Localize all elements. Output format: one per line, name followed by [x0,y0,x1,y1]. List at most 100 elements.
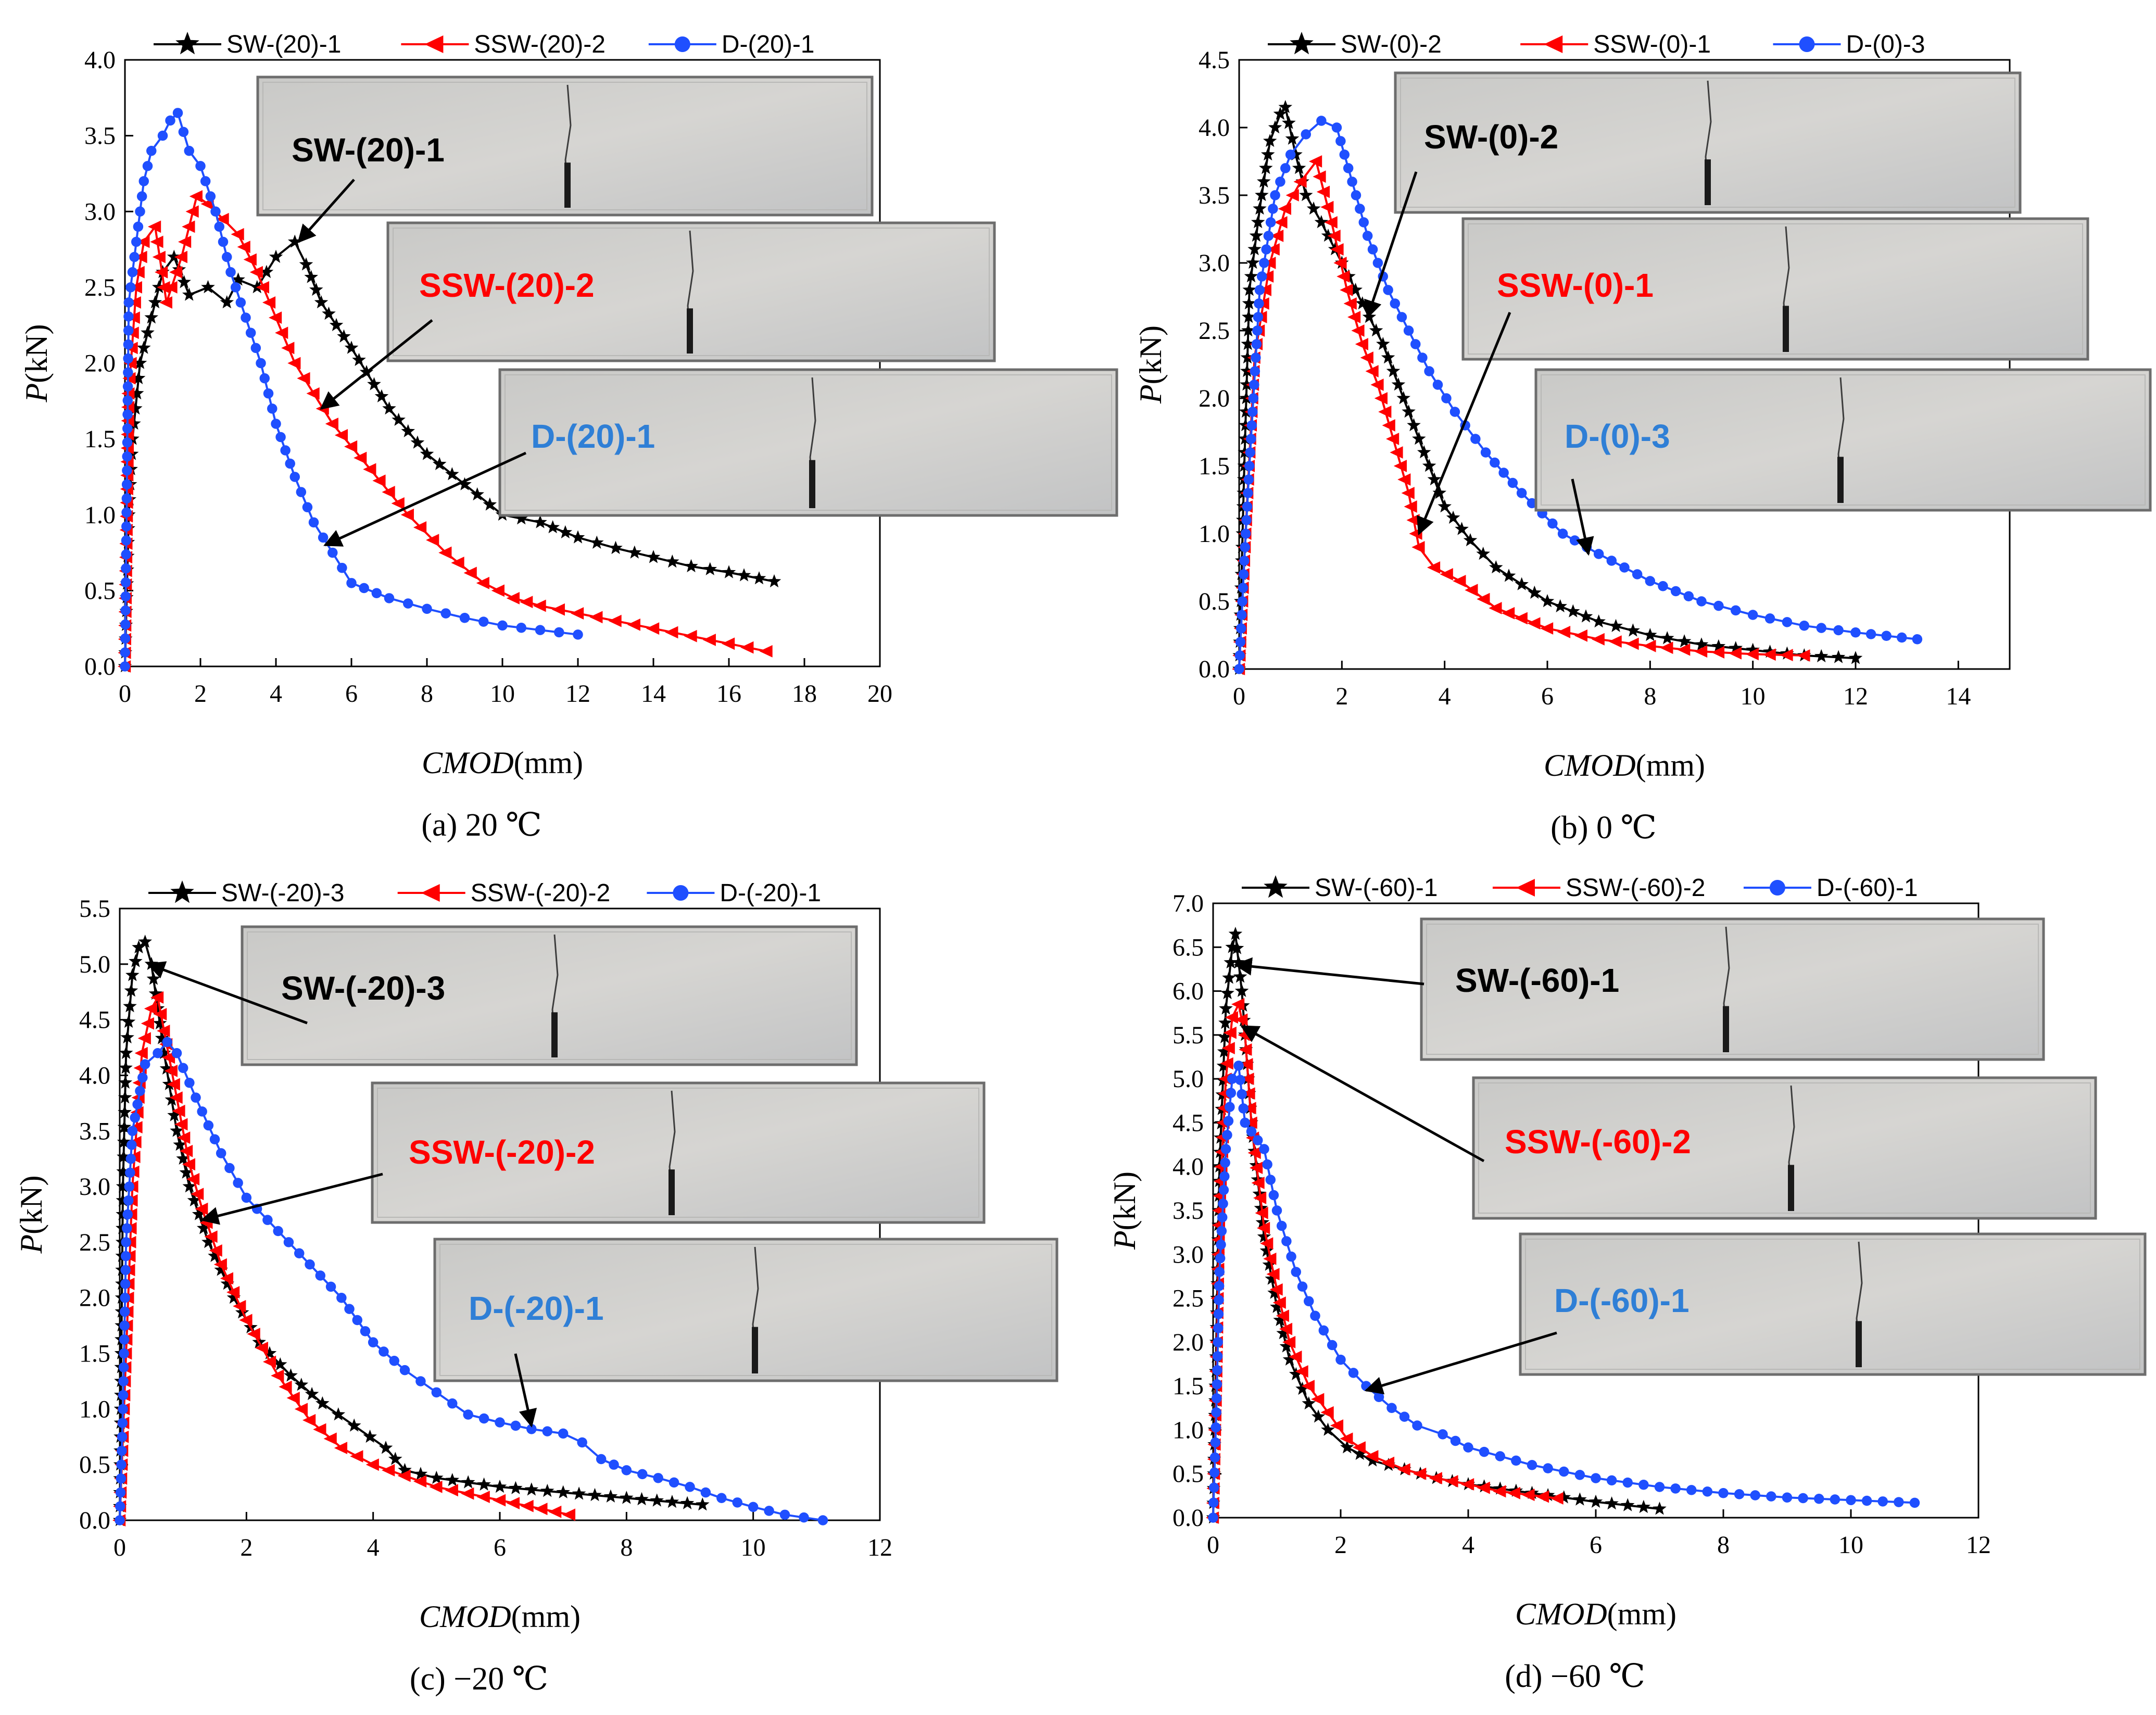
plot-frame [1238,59,2011,670]
data-point [1470,434,1481,444]
data-point [118,1090,132,1104]
legend-marker [1769,880,1785,896]
data-point [403,598,413,609]
y-tick-label: 2.5 [1199,317,1230,345]
data-point [1282,1352,1297,1366]
legend-entry: D-(0)-3 [1773,31,1925,58]
data-point [477,1477,491,1491]
y-tick-label: 6.0 [1172,978,1204,1005]
y-tick-label: 2.0 [1172,1329,1204,1356]
data-point [220,1272,234,1285]
data-point [1327,230,1341,242]
data-point [1422,459,1436,472]
data-point [286,1392,300,1404]
data-point [1396,312,1407,322]
data-point [1543,1463,1553,1473]
specimen-label: D-(-20)-1 [469,1290,604,1327]
data-point [1453,575,1466,587]
data-point [1297,1281,1308,1292]
data-point [235,297,246,308]
data-point [483,497,497,511]
data-point [1625,637,1639,650]
data-point [1212,1379,1222,1390]
data-point [121,521,132,532]
y-tick-label: 3.0 [84,198,116,225]
data-point [186,1172,200,1186]
y-tick-label: 0.5 [84,577,116,604]
data-point [121,549,131,560]
x-tick-label: 16 [716,680,741,708]
data-point [1248,393,1259,403]
data-point [1216,1239,1226,1250]
data-point [1360,351,1373,364]
y-tick-label: 0.0 [79,1507,110,1534]
data-point [141,325,155,339]
data-point [1696,596,1707,607]
data-point [1498,468,1509,478]
data-point [1237,596,1247,607]
data-point [371,588,382,598]
data-point [250,280,264,294]
data-point [331,1407,346,1421]
data-point [305,1386,319,1401]
data-point [1276,1220,1287,1231]
data-point [684,559,698,573]
legend-marker [175,32,199,55]
data-point [1270,1300,1284,1313]
data-point [249,266,263,279]
data-point [171,1048,182,1058]
data-point [413,1467,428,1480]
data-point [121,507,132,518]
data-point [1579,609,1593,623]
data-point [737,568,751,582]
data-point [1713,600,1724,611]
data-point [1365,365,1379,377]
data-point [1260,147,1275,161]
data-point [1797,649,1810,662]
data-point [391,497,405,510]
data-point [1881,630,1892,641]
data-point [170,1124,184,1137]
data-point [1247,407,1258,417]
data-point [1351,190,1361,200]
specimen-photo: D-(-60)-1 [1519,1232,2147,1376]
data-point [1302,1396,1316,1410]
data-point [1263,134,1277,147]
data-point [1814,1494,1824,1504]
data-point [1242,296,1256,310]
specimen-label: SW-(-20)-3 [281,969,445,1007]
data-point [119,1334,130,1345]
data-point [1310,1310,1320,1321]
data-point [1591,1473,1601,1483]
data-point [1215,1253,1226,1264]
data-point [336,1292,347,1303]
data-point [122,381,133,392]
data-point [438,546,452,559]
data-point [172,108,183,118]
data-point [1247,242,1262,256]
data-point [155,266,168,279]
data-point [118,1075,133,1089]
data-point [1268,120,1282,134]
data-point [558,525,573,539]
data-point [1728,647,1742,660]
data-point [432,457,447,470]
data-point [1636,1499,1651,1514]
data-point [1427,472,1442,486]
data-point [1306,201,1321,215]
data-point [571,607,584,620]
data-point [1286,1251,1296,1262]
data-point [440,608,451,619]
data-point [1540,594,1555,608]
data-point [740,641,754,654]
data-point [308,517,319,528]
data-point [1242,283,1256,296]
data-point [233,1178,243,1188]
x-tick-label: 12 [867,1534,892,1561]
data-point [1798,1493,1808,1504]
legend-label: SSW-(0)-1 [1593,31,1711,58]
data-point [204,1230,218,1243]
legend-marker [1290,32,1314,55]
data-point [637,1469,648,1480]
data-point [1660,641,1673,654]
